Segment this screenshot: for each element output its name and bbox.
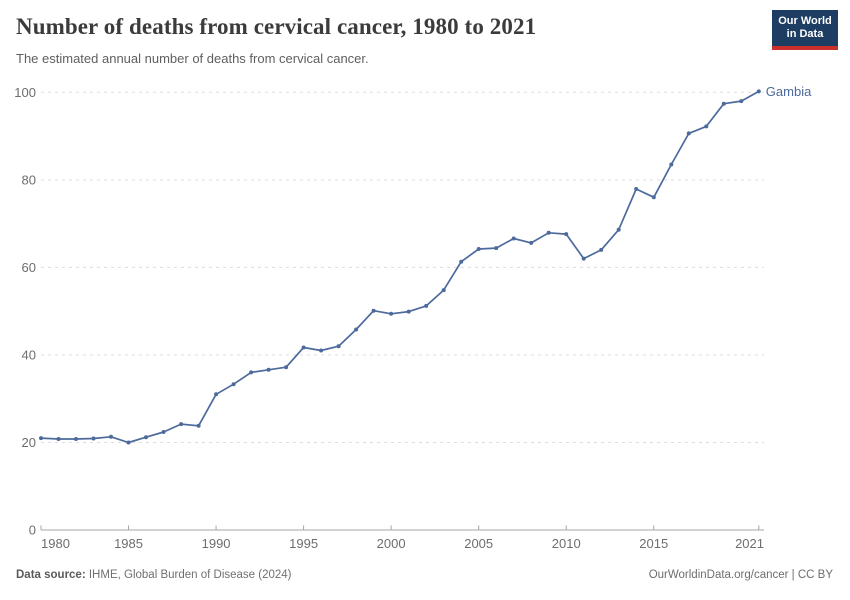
data-point[interactable] xyxy=(56,437,61,441)
chart-subtitle: The estimated annual number of deaths fr… xyxy=(16,51,369,66)
x-tick-label: 1985 xyxy=(114,536,143,551)
data-point[interactable] xyxy=(599,247,604,252)
data-point[interactable] xyxy=(284,365,289,370)
y-tick-label: 100 xyxy=(14,85,36,100)
data-point[interactable] xyxy=(721,101,726,106)
data-point[interactable] xyxy=(214,392,219,397)
data-point[interactable] xyxy=(459,259,464,264)
x-tick-label: 1990 xyxy=(202,536,231,551)
data-point[interactable] xyxy=(616,227,621,232)
x-tick-label: 2000 xyxy=(377,536,406,551)
x-tick-label: 2015 xyxy=(639,536,668,551)
data-point[interactable] xyxy=(161,430,166,434)
data-point[interactable] xyxy=(406,309,411,314)
data-point[interactable] xyxy=(739,99,744,104)
page-title: Number of deaths from cervical cancer, 1… xyxy=(16,14,537,39)
x-tick-label: 1980 xyxy=(41,536,70,551)
data-point[interactable] xyxy=(441,288,446,293)
data-point[interactable] xyxy=(581,256,586,261)
data-point[interactable] xyxy=(354,327,359,332)
data-point[interactable] xyxy=(564,232,569,237)
data-point[interactable] xyxy=(686,131,691,136)
data-point[interactable] xyxy=(144,435,148,440)
data-point[interactable] xyxy=(389,311,394,316)
data-point[interactable] xyxy=(249,370,254,375)
credit-link: OurWorldinData.org/cancer | CC BY xyxy=(648,569,833,581)
data-point[interactable] xyxy=(336,344,341,349)
series-label: Gambia xyxy=(766,84,812,99)
data-point[interactable] xyxy=(74,437,78,441)
data-point[interactable] xyxy=(319,348,324,353)
data-point[interactable] xyxy=(651,195,656,200)
data-point[interactable] xyxy=(546,230,551,235)
data-line[interactable] xyxy=(40,90,760,444)
data-point[interactable] xyxy=(231,382,236,387)
y-tick-label: 80 xyxy=(22,172,36,187)
data-point[interactable] xyxy=(196,423,201,428)
data-point[interactable] xyxy=(669,162,674,167)
data-point[interactable] xyxy=(39,436,43,441)
data-point[interactable] xyxy=(301,345,306,350)
data-point[interactable] xyxy=(424,303,429,308)
data-point[interactable] xyxy=(476,247,481,251)
data-point[interactable] xyxy=(704,124,709,129)
chart-footer: Data source: IHME, Global Burden of Dise… xyxy=(16,568,833,582)
data-point[interactable] xyxy=(634,187,639,191)
x-tick-label: 2010 xyxy=(552,536,581,551)
y-tick-label: 20 xyxy=(22,435,36,450)
data-point[interactable] xyxy=(494,246,499,251)
y-tick-label: 0 xyxy=(29,523,36,538)
x-tick-label: 2005 xyxy=(464,536,493,551)
data-point[interactable] xyxy=(91,436,96,441)
y-tick-label: 40 xyxy=(22,347,36,362)
owid-logo: Our World in Data xyxy=(772,10,838,50)
logo-line1: Our World xyxy=(778,15,832,27)
logo-line2: in Data xyxy=(786,28,824,40)
x-tick-label: 1995 xyxy=(289,536,318,551)
x-tick-label: 2021 xyxy=(735,536,764,551)
data-source-text: IHME, Global Burden of Disease (2024) xyxy=(85,569,292,581)
data-point[interactable] xyxy=(529,240,534,245)
data-point[interactable] xyxy=(266,367,271,372)
data-point[interactable] xyxy=(179,422,184,427)
data-source-label: Data source: xyxy=(16,569,86,581)
y-tick-label: 60 xyxy=(22,260,36,275)
data-point[interactable] xyxy=(109,434,113,439)
data-point[interactable] xyxy=(126,440,131,445)
data-point[interactable] xyxy=(371,308,376,313)
data-point[interactable] xyxy=(511,236,516,241)
data-point[interactable] xyxy=(756,89,761,94)
data-source: Data source: IHME, Global Burden of Dise… xyxy=(16,568,292,582)
